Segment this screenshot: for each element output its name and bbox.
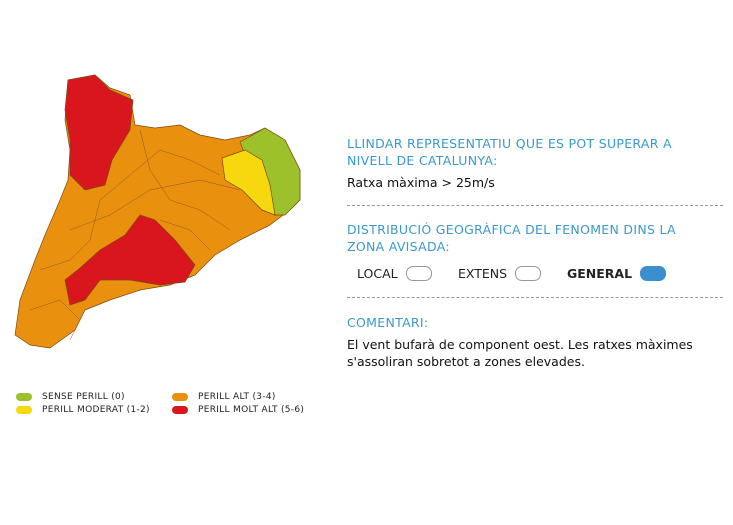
separator [347,205,723,206]
legend-label: SENSE PERILL (0) [42,392,125,402]
region-red-centre [64,214,196,306]
boundary [39,149,221,271]
legend-label: PERILL MOLT ALT (5-6) [198,405,305,415]
region-yellow [221,149,276,216]
threshold-text: Ratxa màxima > 25m/s [347,175,495,190]
comment-title: COMENTARI: [347,315,429,330]
boundary [139,129,231,231]
boundary [69,179,241,231]
option-label: LOCAL [357,266,398,281]
distribution-option[interactable]: GENERAL [567,266,667,281]
legend-item: PERILL ALT (3-4) [172,392,276,402]
option-toggle [515,266,542,281]
separator [347,297,723,298]
legend-item: PERILL MOLT ALT (5-6) [172,405,304,415]
distribution-option[interactable]: LOCAL [357,266,432,281]
option-label: EXTENS [458,266,508,281]
boundary [29,299,81,341]
legend-label: PERILL MODERAT (1-2) [42,405,150,415]
legend-item: PERILL MODERAT (1-2) [16,405,150,415]
distribution-option[interactable]: EXTENS [458,266,542,281]
region-red-north [64,74,134,191]
option-label: GENERAL [567,266,633,281]
option-toggle [640,266,667,281]
legend-swatch [172,406,188,414]
catalonia-map [14,74,301,349]
option-toggle [405,266,432,281]
region-orange [14,74,301,349]
legend-swatch [172,393,188,401]
legend-item: SENSE PERILL (0) [16,392,125,402]
threshold-title: LLINDAR REPRESENTATIU QUE ES POT SUPERAR… [347,136,672,168]
comment-text: El vent bufarà de component oest. Les ra… [347,337,693,369]
legend-label: PERILL ALT (3-4) [198,392,276,402]
distribution-title: DISTRIBUCIÓ GEOGRÀFICA DEL FENOMEN DINS … [347,222,676,254]
legend-swatch [16,406,32,414]
legend-swatch [16,393,32,401]
boundary [159,219,211,251]
